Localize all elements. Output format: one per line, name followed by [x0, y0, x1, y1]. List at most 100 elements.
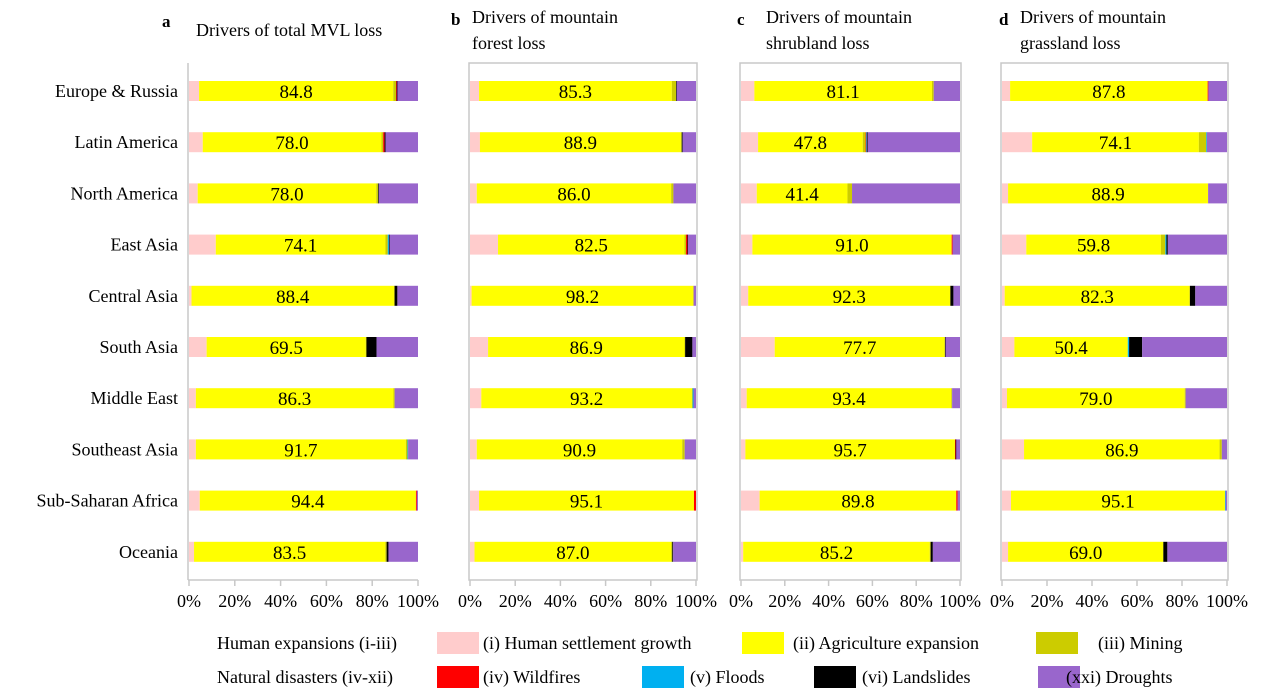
panel-a-letter: a: [162, 12, 171, 31]
bar-segment-agriculture: [759, 490, 957, 511]
bar-segment-droughts: [682, 132, 696, 153]
data-label: 94.4: [291, 492, 325, 513]
bar-segment-droughts: [1142, 337, 1227, 357]
bar-central-asia: 92.3: [741, 285, 960, 308]
x-tick-label: 20%: [1031, 591, 1064, 611]
legend-swatch: [1038, 666, 1080, 688]
bar-latin-america: 88.9: [470, 132, 696, 154]
legend-label: (iv) Wildfires: [483, 667, 580, 688]
data-label: 69.0: [1069, 543, 1102, 564]
category-label: Central Asia: [89, 286, 178, 306]
bar-north-america: 78.0: [189, 183, 418, 205]
bar-segment-droughts: [692, 337, 696, 357]
bar-segment-agriculture: [202, 132, 382, 153]
bar-segment-landslides: [950, 285, 954, 306]
data-label: 93.2: [570, 389, 603, 410]
bar-segment-wildfires: [383, 132, 385, 153]
bar-segment-mining: [405, 439, 408, 460]
bar-central-asia: 82.3: [1002, 285, 1227, 308]
bar-segment-droughts: [385, 132, 418, 153]
bar-segment-mining: [1160, 234, 1166, 255]
legend-label: (vi) Landslides: [862, 667, 970, 688]
x-tick-label: 60%: [310, 591, 343, 611]
bar-segment-agriculture: [1011, 490, 1225, 511]
bar-south-asia: 69.5: [189, 337, 418, 359]
bar-segment-settlement: [741, 490, 760, 511]
bar-segment-agriculture: [498, 234, 685, 255]
bar-segment-floods: [866, 132, 868, 153]
bar-segment-droughts: [673, 541, 696, 562]
data-label: 50.4: [1054, 338, 1088, 359]
x-tick-label: 100%: [397, 591, 439, 611]
bar-southeast-asia: 91.7: [189, 439, 418, 461]
plot-frame: [468, 62, 698, 581]
bar-segment-settlement: [189, 541, 195, 562]
legend-label: (i) Human settlement growth: [483, 633, 691, 654]
legend-item-settlement: (i) Human settlement growth: [437, 632, 691, 654]
legend-group-human-expansions: Human expansions (i-iii): [217, 633, 397, 654]
bar-segment-landslides: [366, 337, 377, 357]
bar-segment-agriculture: [752, 234, 952, 255]
bar-segment-agriculture: [1032, 132, 1199, 153]
bar-segment-landslides: [681, 132, 683, 153]
data-label: 74.1: [284, 236, 317, 257]
bar-segment-settlement: [1002, 541, 1009, 562]
bar-segment-droughts: [1208, 183, 1227, 204]
data-label: 86.9: [1105, 440, 1138, 461]
bar-segment-settlement: [741, 81, 755, 101]
bar-segment-settlement: [1002, 81, 1011, 101]
category-label: South Asia: [99, 337, 178, 357]
bar-east-asia: 59.8: [1002, 234, 1227, 257]
bar-segment-landslides: [685, 337, 693, 357]
bar-latin-america: 47.8: [741, 132, 960, 154]
bar-segment-droughts: [408, 439, 418, 460]
bar-segment-droughts: [693, 388, 696, 409]
bar-segment-agriculture: [488, 337, 685, 357]
bar-segment-mining: [393, 285, 395, 306]
bar-segment-agriculture: [471, 285, 694, 306]
bar-segment-settlement: [1002, 490, 1011, 511]
x-tick-label: 0%: [990, 591, 1014, 611]
data-label: 82.5: [575, 236, 608, 257]
bar-segment-landslides: [1163, 541, 1168, 562]
data-label: 98.2: [566, 287, 599, 308]
data-label: 84.8: [280, 82, 313, 103]
bar-segment-settlement: [470, 490, 480, 511]
panel-b-title-line1: Drivers of mountain: [472, 7, 618, 27]
panel-d: 0% 20% 40% 60% 80% 100% 87.8 74.1 88.9 59.8 82.3 50…: [990, 62, 1248, 611]
bar-europe-russia: 87.8: [1002, 81, 1227, 103]
bar-segment-landslides: [930, 541, 933, 562]
bar-segment-agriculture: [194, 541, 386, 562]
bar-segment-agriculture: [1004, 285, 1190, 306]
data-label: 88.9: [1091, 184, 1124, 205]
bar-segment-mining: [929, 541, 931, 562]
bar-middle-east: 93.2: [470, 388, 696, 410]
legend-label: (v) Floods: [690, 667, 765, 688]
bar-segment-settlement: [189, 337, 207, 357]
bar-segment-agriculture: [758, 132, 863, 153]
bar-segment-mining: [684, 234, 687, 255]
category-label: Middle East: [91, 388, 179, 408]
bar-segment-droughts: [389, 234, 418, 255]
x-tick-label: 0%: [729, 591, 753, 611]
plot-frame: [739, 62, 962, 581]
bar-segment-agriculture: [195, 388, 394, 409]
bar-segment-agriculture: [1014, 337, 1128, 357]
bar-segment-floods: [1206, 132, 1208, 153]
x-tick-label: 80%: [1166, 591, 1199, 611]
bar-segment-settlement: [189, 183, 198, 204]
bar-segment-settlement: [1002, 439, 1025, 460]
bar-segment-droughts: [693, 285, 696, 306]
bar-segment-landslides: [672, 541, 674, 562]
bar-segment-agriculture: [1024, 439, 1220, 460]
bar-segment-settlement: [741, 234, 753, 255]
bar-segment-agriculture: [1026, 234, 1161, 255]
bar-segment-landslides: [1189, 285, 1196, 306]
bar-segment-agriculture: [481, 388, 692, 409]
bar-segment-droughts: [932, 541, 960, 562]
bar-segment-settlement: [189, 132, 203, 153]
bar-segment-agriculture: [476, 183, 672, 204]
bar-segment-landslides: [384, 132, 386, 153]
bar-segment-mining: [393, 81, 397, 101]
bar-segment-settlement: [470, 234, 499, 255]
